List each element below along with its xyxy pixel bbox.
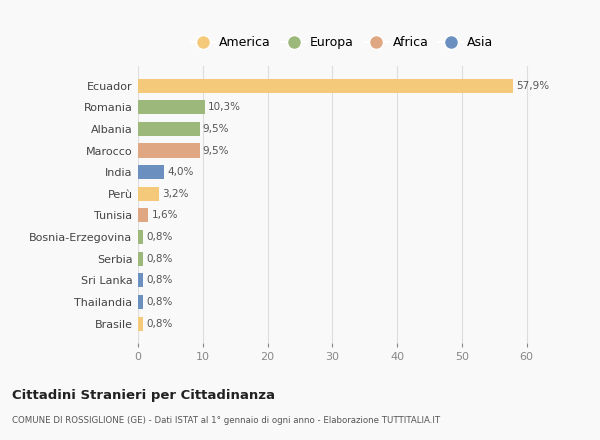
Text: COMUNE DI ROSSIGLIONE (GE) - Dati ISTAT al 1° gennaio di ogni anno - Elaborazion: COMUNE DI ROSSIGLIONE (GE) - Dati ISTAT … [12, 416, 440, 425]
Bar [138, 295, 143, 309]
Bar [138, 187, 159, 201]
Text: 4,0%: 4,0% [167, 167, 194, 177]
Bar [138, 316, 143, 330]
Text: 9,5%: 9,5% [203, 124, 229, 134]
Text: Cittadini Stranieri per Cittadinanza: Cittadini Stranieri per Cittadinanza [12, 389, 275, 403]
Bar [138, 165, 164, 179]
Text: 1,6%: 1,6% [152, 210, 178, 220]
Text: 3,2%: 3,2% [162, 189, 188, 199]
Bar [138, 209, 148, 223]
Legend: America, Europa, Africa, Asia: America, Europa, Africa, Asia [185, 31, 499, 54]
Text: 0,8%: 0,8% [146, 232, 173, 242]
Text: 57,9%: 57,9% [516, 81, 550, 91]
Bar [138, 273, 143, 287]
Text: 0,8%: 0,8% [146, 275, 173, 285]
Text: 10,3%: 10,3% [208, 102, 241, 112]
Text: 9,5%: 9,5% [203, 146, 229, 155]
Bar [138, 79, 513, 93]
Text: 0,8%: 0,8% [146, 297, 173, 307]
Bar [138, 252, 143, 266]
Text: 0,8%: 0,8% [146, 254, 173, 264]
Bar [138, 143, 200, 158]
Bar [138, 122, 200, 136]
Bar [138, 100, 205, 114]
Text: 0,8%: 0,8% [146, 319, 173, 329]
Bar [138, 230, 143, 244]
